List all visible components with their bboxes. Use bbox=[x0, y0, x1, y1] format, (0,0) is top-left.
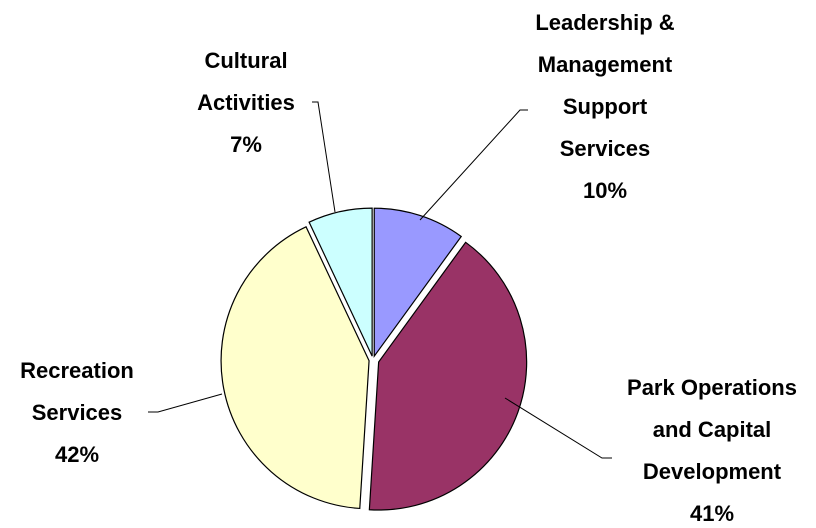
slice-percent-label-2: 42% bbox=[55, 442, 99, 467]
leader-lines bbox=[148, 101, 612, 459]
slice-label-3-line-0: Cultural bbox=[204, 48, 287, 73]
leader-line-1 bbox=[504, 397, 612, 459]
slice-label-0-line-0: Leadership & bbox=[535, 10, 674, 35]
pie-slice-1 bbox=[368, 241, 528, 511]
slice-label-3-line-1: Activities bbox=[197, 90, 295, 115]
slice-label-2-line-1: Services bbox=[32, 400, 123, 425]
slice-labels: Leadership & Management Support Services 10%… bbox=[20, 10, 797, 526]
pie-slice-0 bbox=[373, 207, 463, 359]
leader-line-2 bbox=[148, 393, 223, 413]
slice-percent-label-3: 7% bbox=[230, 132, 262, 157]
slice-label-1-line-1: and Capital bbox=[653, 417, 772, 442]
slice-label-0-line-2: Support bbox=[563, 94, 648, 119]
slice-label-0-line-3: Services bbox=[560, 136, 651, 161]
leader-line-0 bbox=[419, 109, 528, 221]
slice-label-1-line-0: Park Operations bbox=[627, 375, 797, 400]
slice-percent-label-0: 10% bbox=[583, 178, 627, 203]
slice-label-1-line-2: Development bbox=[643, 459, 782, 484]
slice-label-2-line-0: Recreation bbox=[20, 358, 134, 383]
leader-line-3 bbox=[312, 101, 336, 213]
slice-label-0-line-1: Management bbox=[538, 52, 673, 77]
pie-slice-3 bbox=[308, 207, 373, 357]
pie-slice-2 bbox=[220, 226, 370, 510]
pie-slices bbox=[220, 207, 528, 511]
slice-percent-label-1: 41% bbox=[690, 501, 734, 526]
